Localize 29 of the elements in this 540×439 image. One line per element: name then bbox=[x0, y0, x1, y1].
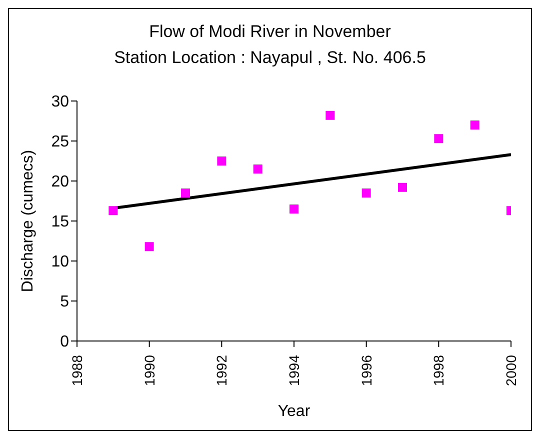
y-tick-label: 15 bbox=[51, 214, 70, 231]
point bbox=[217, 156, 226, 166]
point bbox=[398, 182, 407, 192]
y-tick-label: 0 bbox=[60, 334, 70, 351]
y-tick-label: 30 bbox=[51, 94, 70, 111]
point bbox=[290, 204, 298, 214]
y-tick-label: 20 bbox=[51, 174, 70, 191]
y-tick-label: 25 bbox=[51, 134, 70, 151]
x-tick-label: 2000 bbox=[503, 354, 519, 386]
point bbox=[326, 110, 335, 120]
x-tick-label: 1994 bbox=[286, 354, 302, 386]
point bbox=[362, 188, 371, 198]
y-axis-title: Discharge (cumecs) bbox=[20, 150, 37, 292]
x-tick-label: 1992 bbox=[214, 354, 230, 386]
chart-title: Flow of Modi River in November bbox=[148, 21, 392, 43]
point bbox=[434, 134, 444, 144]
point bbox=[253, 164, 262, 174]
point bbox=[108, 206, 118, 216]
x-tick-label: 1988 bbox=[69, 354, 85, 386]
chart-subtitle: Station Location : Nayapul , St. No. 406.5 bbox=[113, 47, 427, 69]
x-tick-label: 1998 bbox=[430, 354, 447, 386]
point bbox=[470, 120, 480, 130]
point bbox=[181, 188, 190, 198]
x-tick-label: 1990 bbox=[141, 354, 158, 386]
y-tick-label: 5 bbox=[60, 294, 70, 311]
x-tick-label: 1996 bbox=[358, 354, 374, 386]
y-tick-label: 10 bbox=[51, 254, 70, 271]
x-axis-title: Year bbox=[278, 403, 311, 420]
point bbox=[144, 242, 154, 252]
